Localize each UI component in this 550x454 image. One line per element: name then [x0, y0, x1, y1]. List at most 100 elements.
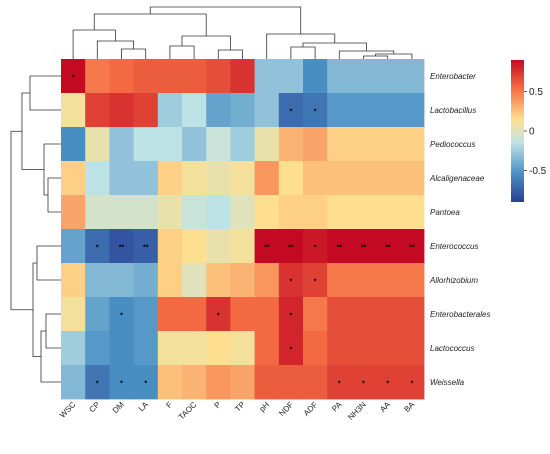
heatmap-cell — [375, 195, 401, 230]
heatmap-cell — [351, 365, 376, 400]
heatmap-cell — [206, 365, 231, 400]
significance-star: * — [290, 279, 293, 286]
heatmap-cell — [85, 195, 110, 230]
significance-star: ** — [264, 245, 270, 252]
heatmap-cell — [109, 127, 134, 162]
significance-star: ** — [385, 245, 391, 252]
heatmap-cell — [157, 297, 183, 332]
heatmap-cell — [351, 263, 376, 298]
heatmap-cell — [399, 331, 425, 366]
heatmap-cell — [399, 161, 425, 196]
heatmap-cell — [399, 127, 425, 162]
heatmap-cell — [109, 59, 134, 94]
row-label: Lactococcus — [430, 344, 474, 353]
significance-star: * — [217, 313, 220, 320]
heatmap-cell — [85, 297, 110, 332]
dendrogram-link — [290, 46, 316, 59]
dendrogram-link — [93, 13, 207, 36]
dendrogram-link — [47, 177, 61, 213]
column-label: TP — [233, 400, 247, 414]
heatmap-cell — [399, 229, 425, 264]
heatmap-cell — [109, 93, 134, 128]
row-label: Pantoea — [430, 208, 460, 217]
heatmap-cell — [327, 59, 352, 94]
heatmap-cell — [61, 195, 86, 230]
significance-star: ** — [288, 245, 294, 252]
heatmap-cell — [327, 229, 352, 264]
heatmap-cell — [133, 263, 159, 298]
significance-star: * — [120, 381, 123, 388]
dendrogram-link — [266, 33, 336, 59]
significance-star: ** — [119, 245, 125, 252]
heatmap-cell — [327, 93, 352, 128]
dendrogram-link — [121, 48, 147, 59]
colorbar-tick-label: 0.5 — [529, 87, 543, 98]
colorbar-tick-label: -0.5 — [529, 166, 547, 177]
row-label: Pediococcus — [430, 140, 475, 149]
heatmap-cell — [85, 127, 110, 162]
row-label: Weissella — [430, 378, 465, 387]
heatmap-cell — [327, 297, 352, 332]
column-label: AA — [378, 400, 392, 414]
column-label: CP — [87, 400, 101, 414]
heatmap-cell — [254, 161, 280, 196]
heatmap-cell — [351, 195, 376, 230]
heatmap-cell — [375, 365, 401, 400]
heatmap-cell — [61, 59, 86, 94]
heatmap-cell — [230, 331, 255, 366]
heatmap-cell — [399, 195, 425, 230]
heatmap-cell — [133, 195, 159, 230]
heatmap-cell — [206, 161, 231, 196]
heatmap-cell — [85, 161, 110, 196]
significance-star: * — [362, 381, 365, 388]
heatmap-cell — [303, 195, 328, 230]
column-label: pH — [258, 400, 272, 414]
heatmap-cell — [61, 263, 86, 298]
heatmap-cell — [278, 263, 304, 298]
heatmap-cell — [157, 161, 183, 196]
heatmap-cell — [278, 195, 304, 230]
row-dendrogram — [10, 75, 61, 383]
heatmap-cell — [399, 263, 425, 298]
heatmap-cell — [327, 331, 352, 366]
heatmap-cell — [375, 263, 401, 298]
heatmap-cell — [303, 93, 328, 128]
heatmap-cell — [133, 331, 159, 366]
significance-star: * — [144, 381, 147, 388]
heatmap-cell — [351, 59, 376, 94]
heatmap-cell — [133, 297, 159, 332]
column-label: P — [213, 400, 223, 410]
significance-star: * — [314, 109, 317, 116]
heatmap-cell — [303, 297, 328, 332]
column-label: PA — [330, 400, 344, 414]
significance-star: ** — [337, 245, 343, 252]
heatmap-cell — [303, 59, 328, 94]
heatmap-cell — [254, 263, 280, 298]
heatmap-cell — [182, 59, 207, 94]
heatmap-cell — [206, 331, 231, 366]
heatmap-cell — [254, 93, 280, 128]
heatmap-cell — [157, 229, 183, 264]
heatmap-cell — [303, 127, 328, 162]
row-label: Allorhizobium — [429, 276, 478, 285]
heatmap-cell — [182, 127, 207, 162]
row-label: Enterococcus — [430, 242, 478, 251]
heatmap-cell — [230, 161, 255, 196]
dendrogram-link — [375, 53, 413, 59]
dendrogram-link — [40, 330, 61, 383]
significance-star: * — [96, 381, 99, 388]
heatmap-cell — [61, 297, 86, 332]
heatmap-cell — [182, 195, 207, 230]
heatmap-cell — [157, 331, 183, 366]
significance-star: ** — [409, 245, 415, 252]
heatmap-cell — [109, 365, 134, 400]
heatmap-cell — [109, 263, 134, 298]
heatmap-cell — [230, 365, 255, 400]
heatmap-cell — [399, 93, 425, 128]
heatmap-cell — [351, 93, 376, 128]
column-label: WSC — [58, 400, 78, 420]
heatmap-cell — [133, 127, 159, 162]
heatmap-cell — [351, 127, 376, 162]
heatmap-cell — [254, 127, 280, 162]
heatmap-cell — [206, 93, 231, 128]
